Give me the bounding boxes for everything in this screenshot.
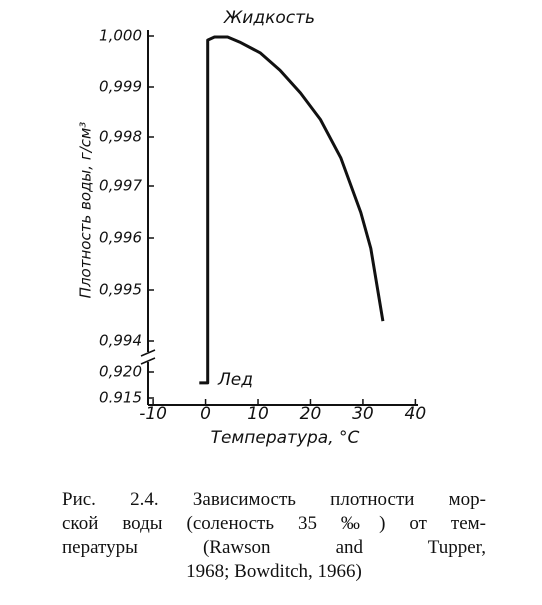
y-tick-label: 0,996 bbox=[99, 229, 142, 247]
caption-line: Рис. 2.4. Зависимость плотности мор- bbox=[62, 489, 486, 510]
caption-line: пературы (Rawson and Tupper, bbox=[62, 537, 486, 558]
caption-line: 1968; Bowditch, 1966) bbox=[186, 561, 362, 582]
caption-line: ской воды (соленость 35 ‰) от тем- bbox=[62, 513, 486, 534]
x-tick-label: 10 bbox=[247, 404, 269, 424]
y-tick-label: 0,997 bbox=[99, 177, 142, 195]
axis-break bbox=[140, 349, 156, 365]
caption: Рис. 2.4. Зависимость плотности мор- ско… bbox=[62, 488, 486, 584]
y-tick-label: 1,000 bbox=[99, 27, 142, 45]
chart: Плотность воды, г/см³ Температура, °С Жи… bbox=[77, 8, 427, 448]
y-tick-label: 0,998 bbox=[99, 128, 142, 146]
data-line bbox=[199, 35, 385, 385]
x-tick-label: 30 bbox=[352, 404, 374, 424]
x-tick-label: 40 bbox=[405, 404, 427, 424]
y-tick-label: 0,994 bbox=[99, 332, 142, 350]
x-tick-label: 0 bbox=[200, 404, 211, 424]
annotation: Жидкость bbox=[223, 8, 315, 28]
x-tick-label: -10 bbox=[139, 404, 167, 424]
y-tick-label: 0.915 bbox=[99, 389, 142, 407]
y-tick-label: 0,920 bbox=[99, 363, 142, 381]
x-tick-label: 20 bbox=[300, 404, 322, 424]
annotation: Лед bbox=[217, 370, 253, 390]
y-tick-label: 0,995 bbox=[99, 281, 142, 299]
y-tick-label: 0,999 bbox=[99, 78, 142, 96]
x-axis-label: Температура, °С bbox=[211, 428, 360, 448]
y-axis-label: Плотность воды, г/см³ bbox=[77, 122, 95, 299]
